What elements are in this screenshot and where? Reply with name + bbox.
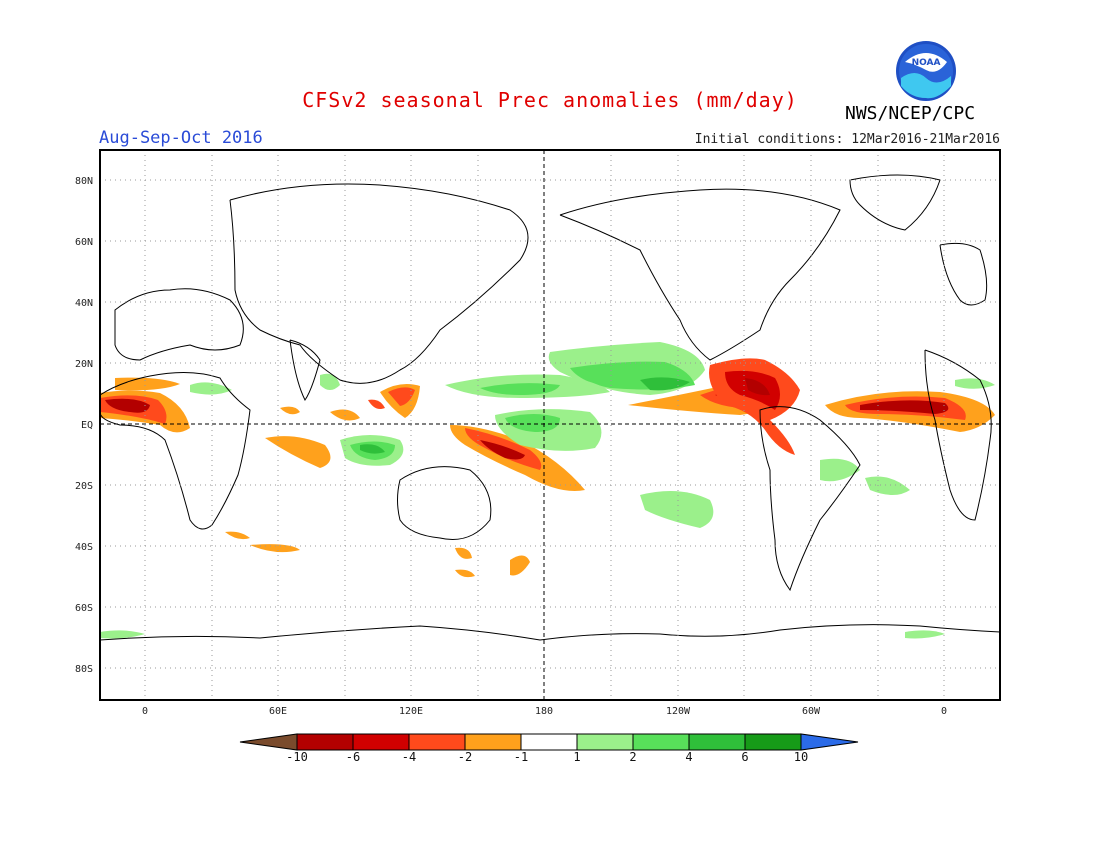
coast-north-america (559, 188, 841, 361)
lat-label: 60N (75, 237, 93, 248)
coastlines (99, 174, 1001, 641)
coast-asia (229, 183, 529, 384)
lon-label: 180 (535, 706, 553, 717)
colorbar-cell (520, 733, 578, 751)
noaa-logo: NOAA (896, 41, 956, 101)
coast-south-america (759, 406, 861, 592)
colorbar-tick-label: -2 (457, 750, 473, 764)
coast-india (289, 339, 321, 401)
colorbar (239, 733, 859, 751)
lon-label: 120E (399, 706, 423, 717)
colorbar-tick-label: -10 (286, 750, 308, 764)
lat-label: 40N (75, 298, 93, 309)
coast-greenland (849, 174, 941, 231)
colorbar-tick-label: 10 (793, 750, 809, 764)
map-title: CFSv2 seasonal Prec anomalies (mm/day) (302, 88, 798, 112)
colorbar-cell (408, 733, 466, 751)
anomaly-shading (100, 342, 995, 639)
equator-dateline (100, 150, 1000, 700)
agency-label: NWS/NCEP/CPC (845, 103, 976, 124)
logo-text: NOAA (912, 58, 941, 68)
colorbar-tick-label: 6 (741, 750, 749, 764)
lon-label: 0 (142, 706, 148, 717)
lat-label: 20N (75, 359, 93, 370)
lat-label: 80N (75, 176, 93, 187)
lon-label: 60W (802, 706, 821, 717)
season-label: Aug-Sep-Oct 2016 (99, 128, 263, 148)
initial-conditions: Initial conditions: 12Mar2016-21Mar2016 (694, 132, 1000, 147)
coast-australia (397, 466, 492, 540)
lat-label: EQ (81, 420, 93, 431)
colorbar-tick-label: -6 (345, 750, 361, 764)
lon-label: 120W (666, 706, 691, 717)
coast-africa (99, 371, 251, 530)
colorbar-tick-label: 2 (629, 750, 637, 764)
coast-antarctica (99, 624, 1001, 641)
lat-label: 80S (75, 664, 93, 675)
lat-labels: 80N 60N 40N 20N EQ 20S 40S 60S 80S (75, 176, 93, 675)
colorbar-cell (464, 733, 522, 751)
coast-africa-east (939, 242, 988, 306)
colorbar-cell (744, 733, 802, 751)
lon-label: 0 (941, 706, 947, 717)
lon-labels: 0 60E 120E 180 120W 60W 0 (142, 706, 947, 717)
colorbar-tick-label: 4 (685, 750, 693, 764)
coast-europe (114, 288, 244, 361)
colorbar-cell (296, 733, 354, 751)
lat-label: 20S (75, 481, 93, 492)
lon-label: 60E (269, 706, 287, 717)
colorbar-arrow-low (239, 733, 298, 751)
gridlines (100, 150, 1000, 700)
colorbar-tick-label: 1 (573, 750, 581, 764)
map-frame (99, 149, 1001, 701)
lat-label: 40S (75, 542, 93, 553)
colorbar-arrow-high (800, 733, 859, 751)
colorbar-cell (688, 733, 746, 751)
colorbar-tick-label: -1 (513, 750, 529, 764)
colorbar-cell (352, 733, 410, 751)
lat-label: 60S (75, 603, 93, 614)
colorbar-tick-label: -4 (401, 750, 417, 764)
colorbar-cell (632, 733, 690, 751)
coast-africa-east-2 (924, 349, 992, 521)
colorbar-cell (576, 733, 634, 751)
